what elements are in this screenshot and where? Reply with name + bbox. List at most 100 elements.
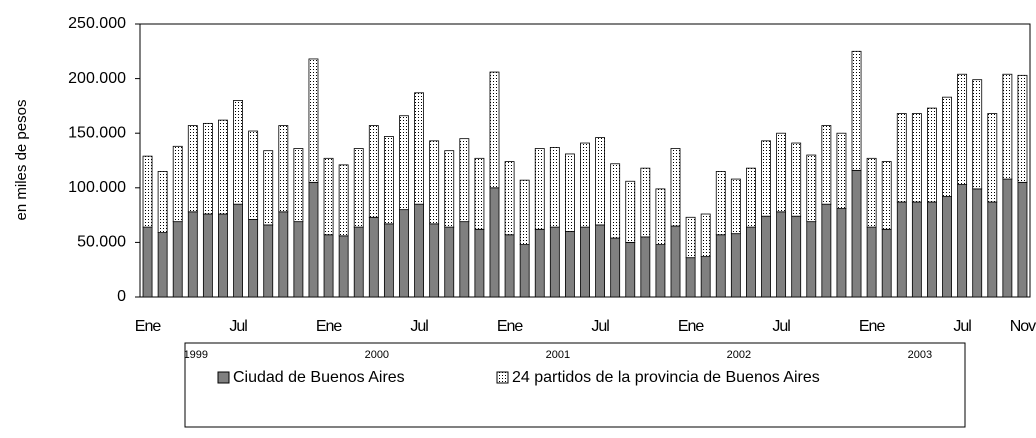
legend-label: 24 partidos de la provincia de Buenos Ai…: [512, 369, 820, 386]
bar-segment: [489, 187, 500, 298]
bar-segment: [263, 224, 274, 298]
y-tick-label: 150.000: [68, 124, 126, 141]
bar-segment: [564, 231, 575, 298]
bar-segment: [549, 226, 560, 298]
bar-segment: [806, 221, 817, 298]
bar-segment: [519, 244, 530, 298]
bar-segment: [806, 154, 817, 223]
y-tick-label: 250.000: [68, 15, 126, 32]
bar-segment: [776, 211, 787, 298]
bar-segment: [368, 125, 379, 218]
bar-segment: [489, 71, 500, 189]
bar-segment: [640, 167, 651, 238]
bar-segment: [233, 203, 243, 298]
bar-segment: [353, 226, 364, 298]
bar-segment: [715, 234, 726, 298]
legend-swatch: [217, 371, 230, 384]
bar-segment: [700, 213, 711, 257]
bar-segment: [957, 73, 968, 185]
bar-segment: [746, 226, 756, 298]
bar-segment: [263, 150, 274, 226]
bar-segment: [459, 138, 470, 223]
bar-segment: [308, 181, 319, 298]
bar-segment: [368, 216, 379, 298]
bar-segment: [987, 113, 998, 203]
year-label: 2001: [546, 349, 570, 361]
bar-segment: [429, 140, 440, 225]
bar-segment: [444, 226, 455, 298]
bar-segment: [655, 244, 666, 298]
bar-segment: [278, 211, 289, 298]
y-tick-label: 100.000: [68, 179, 126, 196]
bar-segment: [338, 235, 349, 298]
bar-segment: [248, 130, 259, 220]
bar-segment: [625, 180, 636, 243]
bar-segment: [761, 140, 771, 217]
bar-segment: [730, 178, 741, 235]
y-axis-label: en miles de pesos: [13, 100, 30, 221]
bar-segment: [187, 125, 198, 213]
bar-segment: [444, 150, 455, 228]
x-tick-label: Jul: [772, 318, 790, 335]
bar-segment: [866, 226, 877, 298]
bar-segment: [534, 228, 545, 298]
bar-segment: [142, 155, 153, 228]
x-tick-label: Ene: [135, 318, 162, 335]
bar-segment: [610, 163, 621, 239]
bar-segment: [187, 211, 198, 298]
bar-segment: [278, 125, 289, 213]
bar-segment: [610, 237, 621, 298]
bar-segment: [911, 113, 922, 203]
bar-segment: [942, 96, 952, 197]
legend-box: [184, 342, 966, 428]
bar-segment: [972, 188, 983, 298]
bar-segment: [202, 122, 213, 215]
year-label: 1999: [184, 349, 208, 361]
bar-segment: [1017, 181, 1028, 298]
x-tick-label: Jul: [953, 318, 971, 335]
bar-segment: [414, 203, 424, 298]
bar-segment: [821, 125, 832, 205]
bar-segment: [927, 107, 937, 203]
x-tick-label: Ene: [859, 318, 886, 335]
bar-segment: [580, 142, 590, 228]
bar-segment: [218, 213, 228, 298]
bar-segment: [776, 132, 787, 213]
bar-segment: [866, 157, 877, 228]
bar-segment: [700, 256, 711, 298]
bar-segment: [519, 179, 530, 245]
bar-segment: [534, 148, 545, 230]
bar-segment: [338, 164, 349, 237]
x-tick-label: Jul: [229, 318, 247, 335]
x-tick-label: Ene: [316, 318, 343, 335]
bar-segment: [383, 223, 394, 298]
year-label: 2000: [365, 349, 389, 361]
bar-segment: [625, 241, 636, 298]
y-tick-label: 200.000: [68, 70, 126, 87]
bar-segment: [881, 161, 892, 230]
bar-segment: [233, 100, 243, 205]
bar-segment: [670, 225, 681, 298]
year-label: 2002: [727, 349, 751, 361]
bar-segment: [655, 188, 666, 245]
bar-segment: [836, 208, 847, 298]
bar-segment: [218, 119, 228, 215]
bar-segment: [730, 233, 741, 298]
bar-segment: [896, 201, 907, 298]
x-tick-label: Jul: [410, 318, 428, 335]
bar-segment: [896, 113, 907, 203]
bar-segment: [911, 201, 922, 298]
bar-segment: [987, 201, 998, 298]
bar-segment: [399, 209, 409, 298]
x-tick-label: Ene: [678, 318, 705, 335]
bar-segment: [836, 132, 847, 209]
bar-segment: [383, 136, 394, 225]
bar-segment: [248, 219, 259, 298]
bar-segment: [791, 142, 802, 217]
bar-segment: [881, 228, 892, 298]
bar-segment: [1002, 178, 1013, 298]
bar-segment: [459, 221, 470, 298]
legend-label: Ciudad de Buenos Aires: [233, 369, 405, 386]
bar-segment: [399, 115, 409, 211]
